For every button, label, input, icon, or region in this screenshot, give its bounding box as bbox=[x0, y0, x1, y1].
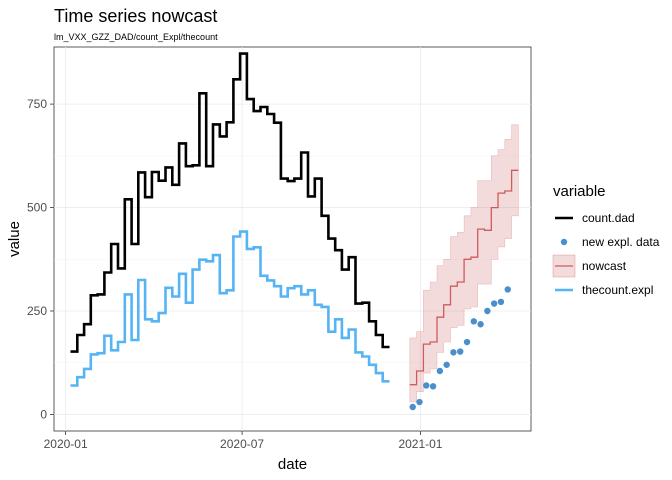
y-tick-label: 500 bbox=[27, 201, 47, 215]
data-point-new-expl-data bbox=[490, 300, 498, 307]
x-tick-label: 2020-07 bbox=[220, 437, 264, 451]
axis-ticks: 0 250 500 750 2020-01 2020-07 2021-01 bbox=[27, 97, 443, 451]
data-point-new-expl-data bbox=[484, 307, 491, 315]
series-points bbox=[409, 286, 511, 411]
y-tick-label: 750 bbox=[27, 97, 47, 111]
grid bbox=[54, 47, 531, 431]
legend-label: nowcast bbox=[582, 259, 627, 273]
legend-item: new expl. data bbox=[560, 235, 660, 249]
legend-label: thecount.expl bbox=[582, 283, 653, 297]
data-point-new-expl-data bbox=[416, 398, 423, 406]
series-lines bbox=[70, 52, 519, 387]
x-tick-label: 2020-01 bbox=[44, 437, 88, 451]
data-point-new-expl-data bbox=[436, 367, 444, 375]
legend-item: thecount.expl bbox=[555, 283, 653, 297]
y-axis-title: value bbox=[6, 221, 23, 257]
data-point-new-expl-data bbox=[457, 348, 464, 355]
x-axis-title: date bbox=[278, 456, 307, 473]
legend: variable count.dad new expl. data nowcast t… bbox=[552, 183, 660, 297]
legend-item: count.dad bbox=[555, 211, 635, 225]
y-tick-label: 0 bbox=[40, 407, 47, 421]
series-line-thecount-expl bbox=[70, 230, 390, 387]
legend-label: new expl. data bbox=[582, 235, 660, 249]
chart-title: Time series nowcast bbox=[54, 6, 217, 26]
data-point-new-expl-data bbox=[429, 383, 437, 390]
y-tick-label: 250 bbox=[27, 304, 47, 318]
data-point-new-expl-data bbox=[504, 286, 511, 293]
series-line-nowcast bbox=[409, 169, 519, 386]
data-point-new-expl-data bbox=[497, 298, 505, 306]
legend-key bbox=[560, 238, 568, 246]
data-point-new-expl-data bbox=[409, 403, 416, 411]
data-point-new-expl-data bbox=[450, 349, 457, 356]
plot-panel bbox=[53, 46, 532, 432]
data-point-new-expl-data bbox=[463, 338, 471, 346]
chart-subtitle: lm_VXX_GZZ_DAD/count_Expl/thecount bbox=[54, 32, 218, 42]
x-tick-label: 2021-01 bbox=[398, 437, 442, 451]
legend-label: count.dad bbox=[582, 211, 635, 225]
legend-title: variable bbox=[553, 183, 606, 200]
data-point-new-expl-data bbox=[477, 321, 484, 328]
series-line-count-dad bbox=[70, 52, 390, 353]
data-point-new-expl-data bbox=[443, 361, 450, 368]
legend-item: nowcast bbox=[552, 254, 627, 278]
data-point-new-expl-data bbox=[470, 318, 477, 325]
data-point-new-expl-data bbox=[423, 382, 430, 389]
